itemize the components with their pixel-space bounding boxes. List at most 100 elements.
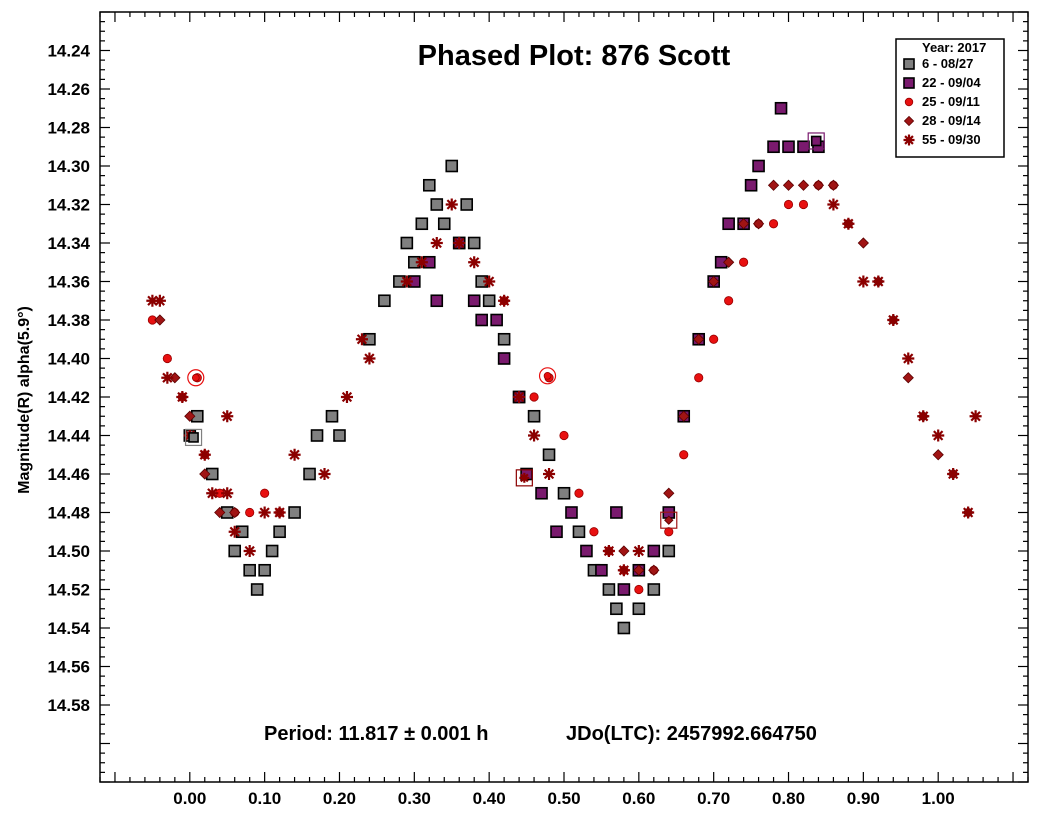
marker-shape bbox=[902, 372, 914, 384]
data-point-series-3 bbox=[782, 179, 795, 191]
y-tick-label: 14.30 bbox=[47, 157, 90, 176]
marker-shape bbox=[783, 199, 794, 210]
data-point-series-3 bbox=[767, 179, 780, 191]
marker-shape bbox=[260, 488, 270, 498]
marker-shape bbox=[228, 525, 241, 538]
marker-shape bbox=[752, 218, 765, 230]
marker-shape bbox=[722, 217, 735, 231]
data-point-series-3 bbox=[932, 449, 944, 461]
data-point-series-4 bbox=[872, 275, 885, 288]
y-tick-label: 14.24 bbox=[47, 42, 90, 61]
data-point-series-1 bbox=[722, 217, 735, 231]
marker-shape bbox=[610, 602, 623, 616]
marker-shape bbox=[340, 390, 354, 404]
marker-shape bbox=[602, 583, 616, 596]
marker-shape bbox=[245, 507, 255, 518]
data-point-series-4 bbox=[221, 487, 234, 500]
marker-shape bbox=[932, 429, 945, 442]
data-point-series-0 bbox=[617, 621, 631, 635]
marker-shape bbox=[191, 373, 200, 382]
marker-shape bbox=[798, 199, 809, 210]
data-point-series-0 bbox=[258, 563, 271, 577]
marker-shape bbox=[768, 219, 779, 229]
marker-shape bbox=[497, 352, 511, 365]
data-point-series-1 bbox=[767, 140, 780, 154]
data-point-series-4 bbox=[453, 236, 466, 250]
data-point-series-3 bbox=[902, 372, 914, 384]
marker-shape bbox=[273, 506, 286, 519]
marker-shape bbox=[288, 448, 301, 461]
data-point-series-2 bbox=[739, 257, 749, 267]
data-point-series-3 bbox=[812, 179, 825, 191]
legend-entry: 28 - 09/14 bbox=[922, 113, 981, 128]
marker-shape bbox=[288, 506, 301, 519]
highlighted-point bbox=[664, 515, 674, 525]
highlight-ring bbox=[660, 511, 678, 529]
marker-shape bbox=[574, 488, 584, 498]
data-point-series-0 bbox=[243, 563, 256, 577]
data-point-series-4 bbox=[528, 429, 541, 442]
data-point-series-4 bbox=[273, 506, 286, 519]
data-point-series-4 bbox=[969, 410, 982, 423]
x-tick-label: 0.10 bbox=[248, 789, 281, 808]
marker-shape bbox=[527, 409, 541, 423]
data-point-series-4 bbox=[198, 448, 211, 461]
data-point-series-1 bbox=[647, 544, 661, 558]
data-point-series-4 bbox=[857, 275, 870, 288]
highlighted-point bbox=[519, 472, 530, 483]
marker-shape bbox=[664, 515, 674, 525]
marker-shape bbox=[198, 448, 211, 461]
data-point-series-4 bbox=[887, 313, 900, 327]
marker-shape bbox=[557, 486, 571, 500]
y-tick-label: 14.32 bbox=[47, 196, 90, 215]
marker-shape bbox=[709, 334, 719, 344]
data-point-series-0 bbox=[415, 217, 429, 231]
data-point-series-4 bbox=[340, 390, 354, 404]
x-tick-label: 0.90 bbox=[847, 789, 880, 808]
legend-marker bbox=[904, 97, 914, 107]
data-point-series-4 bbox=[468, 256, 481, 269]
marker-shape bbox=[797, 140, 810, 154]
data-point-series-4 bbox=[161, 371, 174, 384]
data-point-series-4 bbox=[483, 275, 496, 288]
data-point-series-4 bbox=[288, 448, 301, 461]
y-axis: 14.24 14.26 14.28 14.30 14.32 14.34 14.36 14.38… bbox=[47, 11, 1028, 783]
data-point-series-3 bbox=[797, 179, 810, 191]
marker-shape bbox=[273, 525, 286, 539]
data-point-series-2 bbox=[694, 373, 704, 383]
data-point-series-3 bbox=[693, 333, 705, 345]
x-tick-label: 0.20 bbox=[323, 789, 356, 808]
marker-shape bbox=[437, 217, 451, 231]
chart-title: Phased Plot: 876 Scott bbox=[418, 40, 731, 72]
marker-shape bbox=[917, 410, 930, 423]
data-point-series-1 bbox=[797, 140, 810, 154]
marker-shape bbox=[678, 410, 690, 422]
marker-shape bbox=[647, 583, 661, 596]
marker-shape bbox=[767, 140, 780, 154]
y-tick-label: 14.58 bbox=[47, 696, 90, 715]
y-tick-label: 14.40 bbox=[47, 350, 90, 369]
marker-shape bbox=[580, 544, 593, 558]
marker-shape bbox=[723, 256, 735, 268]
highlight-ring bbox=[187, 369, 205, 387]
x-tick-label: 1.00 bbox=[922, 789, 955, 808]
marker-shape bbox=[693, 333, 705, 345]
data-point-series-4 bbox=[445, 198, 458, 211]
data-point-series-3 bbox=[633, 564, 645, 576]
data-point-series-4 bbox=[902, 352, 915, 365]
marker-shape bbox=[422, 178, 436, 192]
data-point-series-4 bbox=[917, 410, 930, 423]
marker-shape bbox=[303, 467, 316, 481]
highlighted-point bbox=[188, 432, 199, 443]
marker-shape bbox=[497, 332, 511, 346]
data-point-series-0 bbox=[228, 544, 242, 558]
data-point-series-4 bbox=[146, 294, 159, 307]
data-point-series-2 bbox=[783, 199, 794, 210]
marker-shape bbox=[146, 294, 159, 307]
data-point-series-2 bbox=[574, 488, 584, 498]
data-point-series-1 bbox=[490, 313, 503, 327]
marker-shape bbox=[468, 256, 481, 269]
x-tick-label: 0.40 bbox=[473, 789, 506, 808]
marker-shape bbox=[188, 432, 199, 443]
